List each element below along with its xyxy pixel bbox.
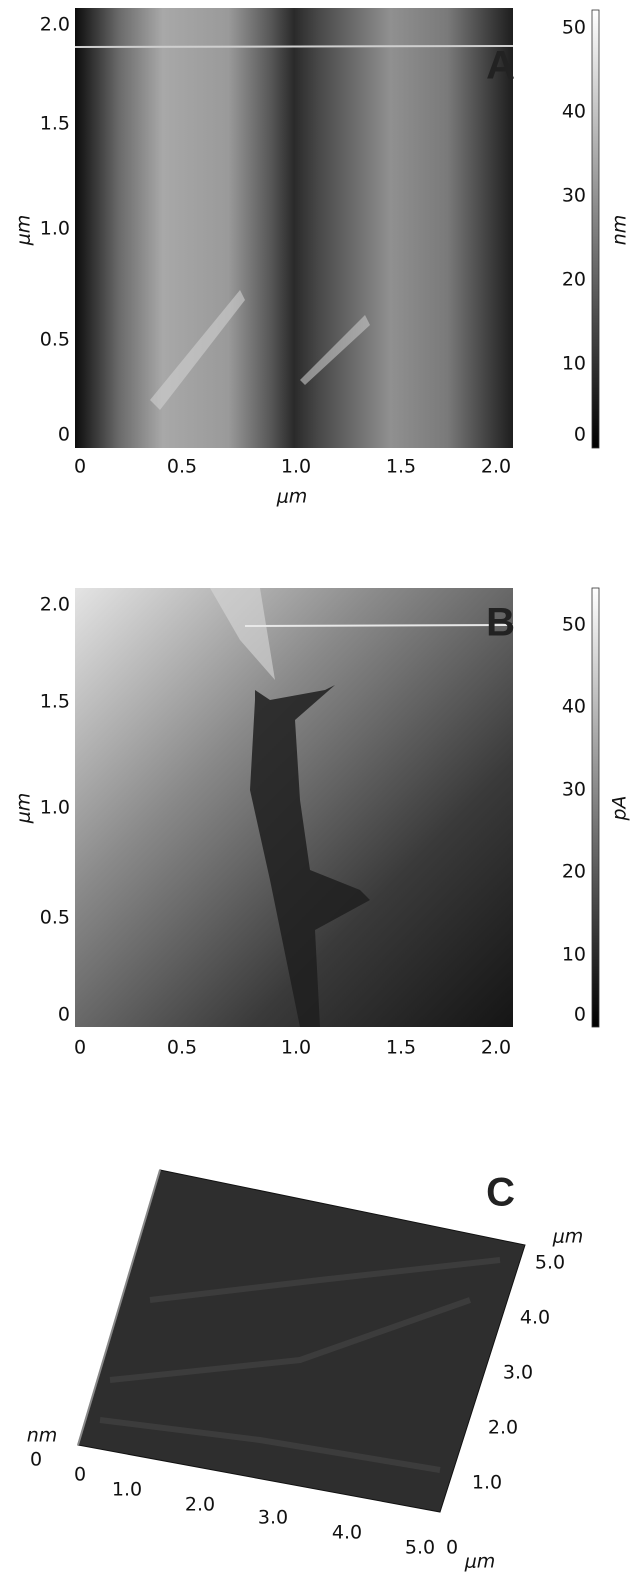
x-tick-label: 0 [74, 1464, 86, 1486]
x-tick-label: 2.0 [481, 456, 511, 478]
y-tick-label: 2.0 [488, 1417, 518, 1439]
x-tick-label: 5.0 [405, 1537, 435, 1559]
feature [300, 315, 370, 385]
y-tick-label: 1.0 [40, 797, 70, 819]
y-tick-label: 0 [446, 1537, 458, 1559]
x-axis-label: μm [276, 486, 308, 508]
colorbar-tick-label: 20 [562, 861, 586, 883]
y-axis-label: μm [13, 793, 35, 825]
colorbar-unit: pA [609, 795, 631, 821]
x-tick-label: 0 [74, 456, 86, 478]
y-unit: μm [552, 1226, 584, 1248]
texture [99, 1257, 501, 1473]
colorbar-tick-label: 40 [562, 101, 586, 123]
y-tick-label: 0 [58, 1004, 70, 1026]
x-tick-label: 2.0 [185, 1494, 215, 1516]
y-tick-label: 0.5 [40, 907, 70, 929]
y-tick-label: 0.5 [40, 329, 70, 351]
scan-line [74, 45, 514, 48]
y-tick-label: 5.0 [535, 1252, 565, 1274]
colorbar-tick-label: 50 [562, 614, 586, 636]
feature [250, 685, 370, 1027]
colorbar-tick-label: 40 [562, 696, 586, 718]
z-tick-label: 0 [30, 1449, 42, 1471]
feature [210, 588, 275, 680]
colorbar-tick-label: 10 [562, 944, 586, 966]
colorbar-tick-label: 20 [562, 269, 586, 291]
y-tick-label: 1.0 [40, 218, 70, 240]
y-tick-label: 4.0 [520, 1307, 550, 1329]
y-axis-label: μm [13, 215, 35, 247]
x-tick-label: 1.5 [386, 1037, 416, 1059]
panel-letter: A [486, 44, 515, 88]
panel-letter: C [486, 1171, 515, 1215]
y-tick-label: 1.0 [472, 1472, 502, 1494]
afm-image [75, 8, 513, 448]
y-tick-label: 2.0 [40, 14, 70, 36]
x-tick-label: 0 [74, 1037, 86, 1059]
scan-line [244, 624, 514, 627]
z-unit: nm [27, 1425, 58, 1447]
colorbar-unit: nm [609, 215, 631, 246]
y-tick-label: 3.0 [503, 1362, 533, 1384]
x-tick-label: 1.5 [386, 456, 416, 478]
x-tick-label: 2.0 [481, 1037, 511, 1059]
colorbar-tick-label: 0 [574, 1004, 586, 1026]
x-tick-label: 0.5 [167, 456, 197, 478]
colorbar-tick-label: 30 [562, 779, 586, 801]
colorbar-tick-label: 0 [574, 424, 586, 446]
feature [150, 290, 245, 410]
x-tick-label: 1.0 [281, 1037, 311, 1059]
x-tick-label: 1.0 [112, 1479, 142, 1501]
y-tick-label: 2.0 [40, 594, 70, 616]
surface-edge [77, 1169, 161, 1446]
x-unit: μm [464, 1551, 496, 1573]
x-tick-label: 4.0 [332, 1522, 362, 1544]
y-tick-label: 1.5 [40, 113, 70, 135]
y-tick-label: 1.5 [40, 691, 70, 713]
x-tick-label: 0.5 [167, 1037, 197, 1059]
colorbar-tick-label: 50 [562, 17, 586, 39]
x-tick-label: 1.0 [281, 456, 311, 478]
panel-letter: B [486, 601, 515, 645]
y-tick-label: 0 [58, 424, 70, 446]
colorbar-tick-label: 10 [562, 353, 586, 375]
colorbar [591, 587, 600, 1028]
colorbar [591, 9, 600, 449]
colorbar-tick-label: 30 [562, 185, 586, 207]
x-tick-label: 3.0 [258, 1507, 288, 1529]
